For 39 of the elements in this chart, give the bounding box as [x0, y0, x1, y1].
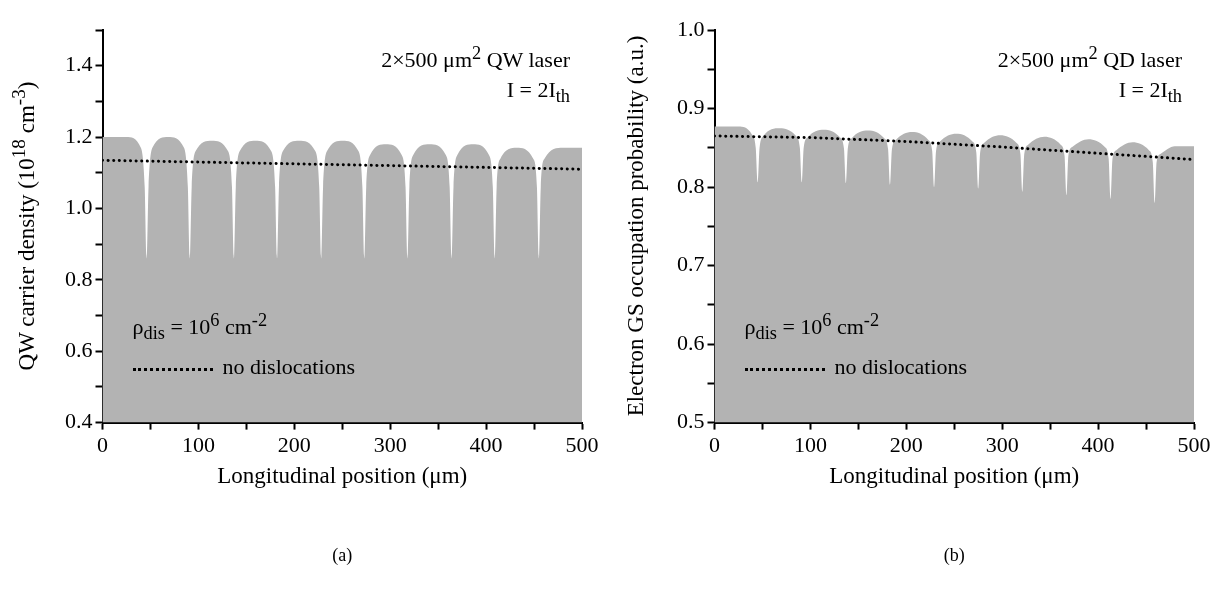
x-tick-label: 100	[181, 431, 215, 457]
y-tick-label: 0.5	[677, 408, 705, 434]
y-tick-label: 0.8	[677, 172, 705, 198]
y-tick-label: 1.2	[65, 122, 93, 148]
x-tick-label: 500	[1177, 431, 1211, 457]
annotation: 2×500 μm$^{2}$ QW laser	[381, 43, 570, 73]
x-tick-label: 300	[373, 431, 407, 457]
x-tick-label: 500	[565, 431, 599, 457]
x-tick-label: 400	[1081, 431, 1115, 457]
x-tick-label: 200	[889, 431, 923, 457]
annotation: 2×500 μm$^{2}$ QD laser	[997, 43, 1182, 73]
x-axis-title: Longitudinal position (μm)	[217, 462, 468, 489]
y-tick-label: 0.6	[65, 337, 93, 362]
y-tick-label: 0.9	[677, 94, 705, 120]
y-tick-label: 1.4	[65, 51, 93, 77]
x-tick-label: 0	[709, 431, 720, 457]
x-axis-title: Longitudinal position (μm)	[829, 462, 1080, 489]
y-tick-label: 0.6	[677, 329, 705, 355]
y-tick-label: 0.4	[65, 408, 93, 434]
annotation: I = 2I$_{th}$	[1118, 77, 1182, 107]
x-tick-label: 400	[469, 431, 503, 457]
series-label: ρ$_{dis}$ = 10$^{6}$ cm$^{-2}$	[132, 309, 268, 344]
annotation: I = 2I$_{th}$	[506, 77, 570, 107]
x-tick-label: 200	[277, 431, 311, 457]
legend-label: no dislocations	[834, 354, 968, 380]
legend-label: no dislocations	[222, 354, 356, 380]
y-tick-label: 1.0	[65, 194, 93, 220]
text: (b)	[943, 545, 965, 566]
y-tick-label: 0.7	[677, 251, 705, 277]
x-tick-label: 0	[97, 431, 108, 457]
text: (a)	[332, 545, 353, 566]
y-tick-label: 0.8	[65, 265, 93, 291]
x-tick-label: 100	[793, 431, 827, 457]
y-axis-title: Electron GS occupation probability (a.u.)	[623, 35, 649, 417]
series-label: ρ$_{dis}$ = 10$^{6}$ cm$^{-2}$	[744, 309, 880, 344]
line-series	[102, 158, 582, 171]
line-series	[714, 134, 1194, 162]
x-tick-label: 300	[985, 431, 1019, 457]
y-tick-label: 1.0	[677, 15, 705, 41]
